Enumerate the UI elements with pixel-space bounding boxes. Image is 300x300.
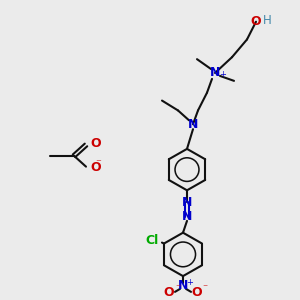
Text: N: N (188, 118, 198, 131)
Text: O: O (90, 137, 101, 151)
Text: O: O (251, 15, 261, 28)
Text: N: N (182, 196, 192, 208)
Text: +: + (220, 70, 226, 80)
Text: Cl: Cl (145, 234, 159, 247)
Text: ⁻: ⁻ (176, 283, 181, 293)
Text: O: O (90, 161, 101, 174)
Text: O: O (164, 286, 174, 299)
Text: ⁻: ⁻ (202, 283, 208, 293)
Text: O: O (192, 286, 202, 299)
Text: +: + (187, 278, 194, 287)
Text: N: N (210, 67, 220, 80)
Text: N: N (182, 210, 192, 224)
Text: H: H (263, 14, 272, 27)
Text: ⁻: ⁻ (95, 159, 101, 169)
Text: N: N (178, 279, 188, 292)
